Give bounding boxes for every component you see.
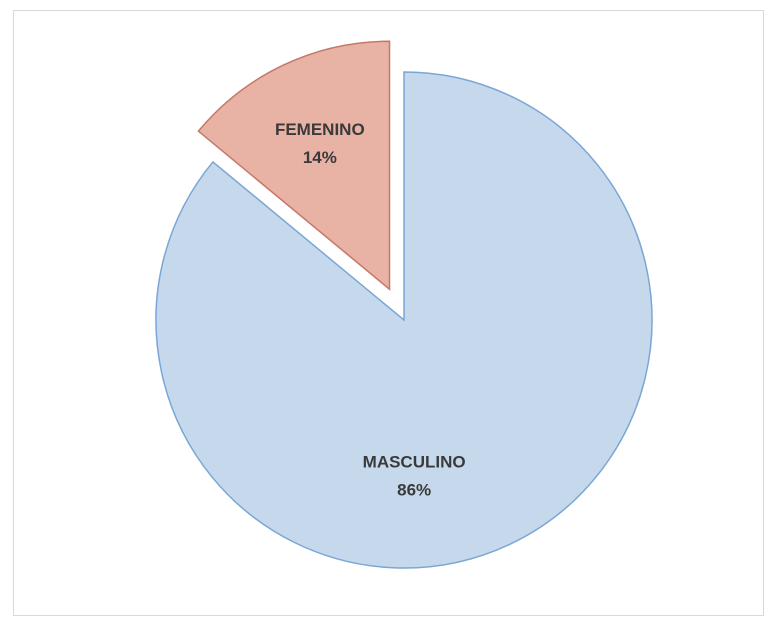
- slice-label-femenino: FEMENINO: [275, 120, 365, 139]
- pie-slice-femenino: [197, 40, 391, 291]
- slice-label-masculino: MASCULINO: [363, 452, 466, 471]
- pie-slice-masculino: [155, 71, 653, 569]
- slice-value-masculino: 86%: [397, 480, 431, 499]
- slice-value-femenino: 14%: [303, 148, 337, 167]
